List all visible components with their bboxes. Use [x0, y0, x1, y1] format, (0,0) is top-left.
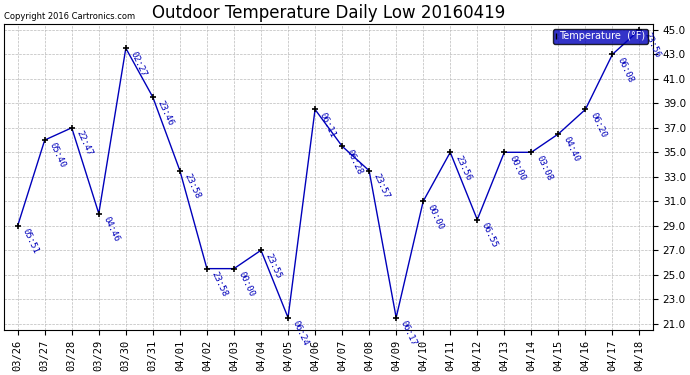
Text: 23:56: 23:56	[453, 154, 473, 182]
Text: 05:51: 05:51	[21, 227, 40, 255]
Text: 04:40: 04:40	[561, 135, 581, 164]
Text: 23:55: 23:55	[264, 252, 284, 280]
Text: 02:27: 02:27	[128, 50, 148, 78]
Text: 06:20: 06:20	[588, 111, 608, 139]
Text: 06:28: 06:28	[345, 148, 364, 176]
Text: 23:46: 23:46	[156, 99, 175, 127]
Text: 06:55: 06:55	[480, 221, 500, 249]
Text: 23:56: 23:56	[642, 31, 662, 59]
Text: 06:17: 06:17	[399, 319, 418, 347]
Text: 04:46: 04:46	[101, 215, 121, 243]
Text: 23:57: 23:57	[372, 172, 391, 200]
Text: 00:00: 00:00	[507, 154, 526, 182]
Legend: Temperature  (°F): Temperature (°F)	[553, 28, 648, 44]
Text: 23:58: 23:58	[210, 270, 229, 298]
Text: 00:00: 00:00	[426, 202, 446, 231]
Text: 03:08: 03:08	[534, 154, 553, 182]
Text: 00:00: 00:00	[237, 270, 256, 298]
Text: 23:58: 23:58	[183, 172, 202, 200]
Text: 06:24: 06:24	[290, 319, 310, 347]
Text: 22:47: 22:47	[75, 129, 94, 158]
Text: 06:11: 06:11	[318, 111, 337, 139]
Text: Copyright 2016 Cartronics.com: Copyright 2016 Cartronics.com	[4, 12, 135, 21]
Text: 06:08: 06:08	[615, 56, 635, 84]
Title: Outdoor Temperature Daily Low 20160419: Outdoor Temperature Daily Low 20160419	[152, 4, 505, 22]
Text: 05:40: 05:40	[48, 141, 67, 170]
